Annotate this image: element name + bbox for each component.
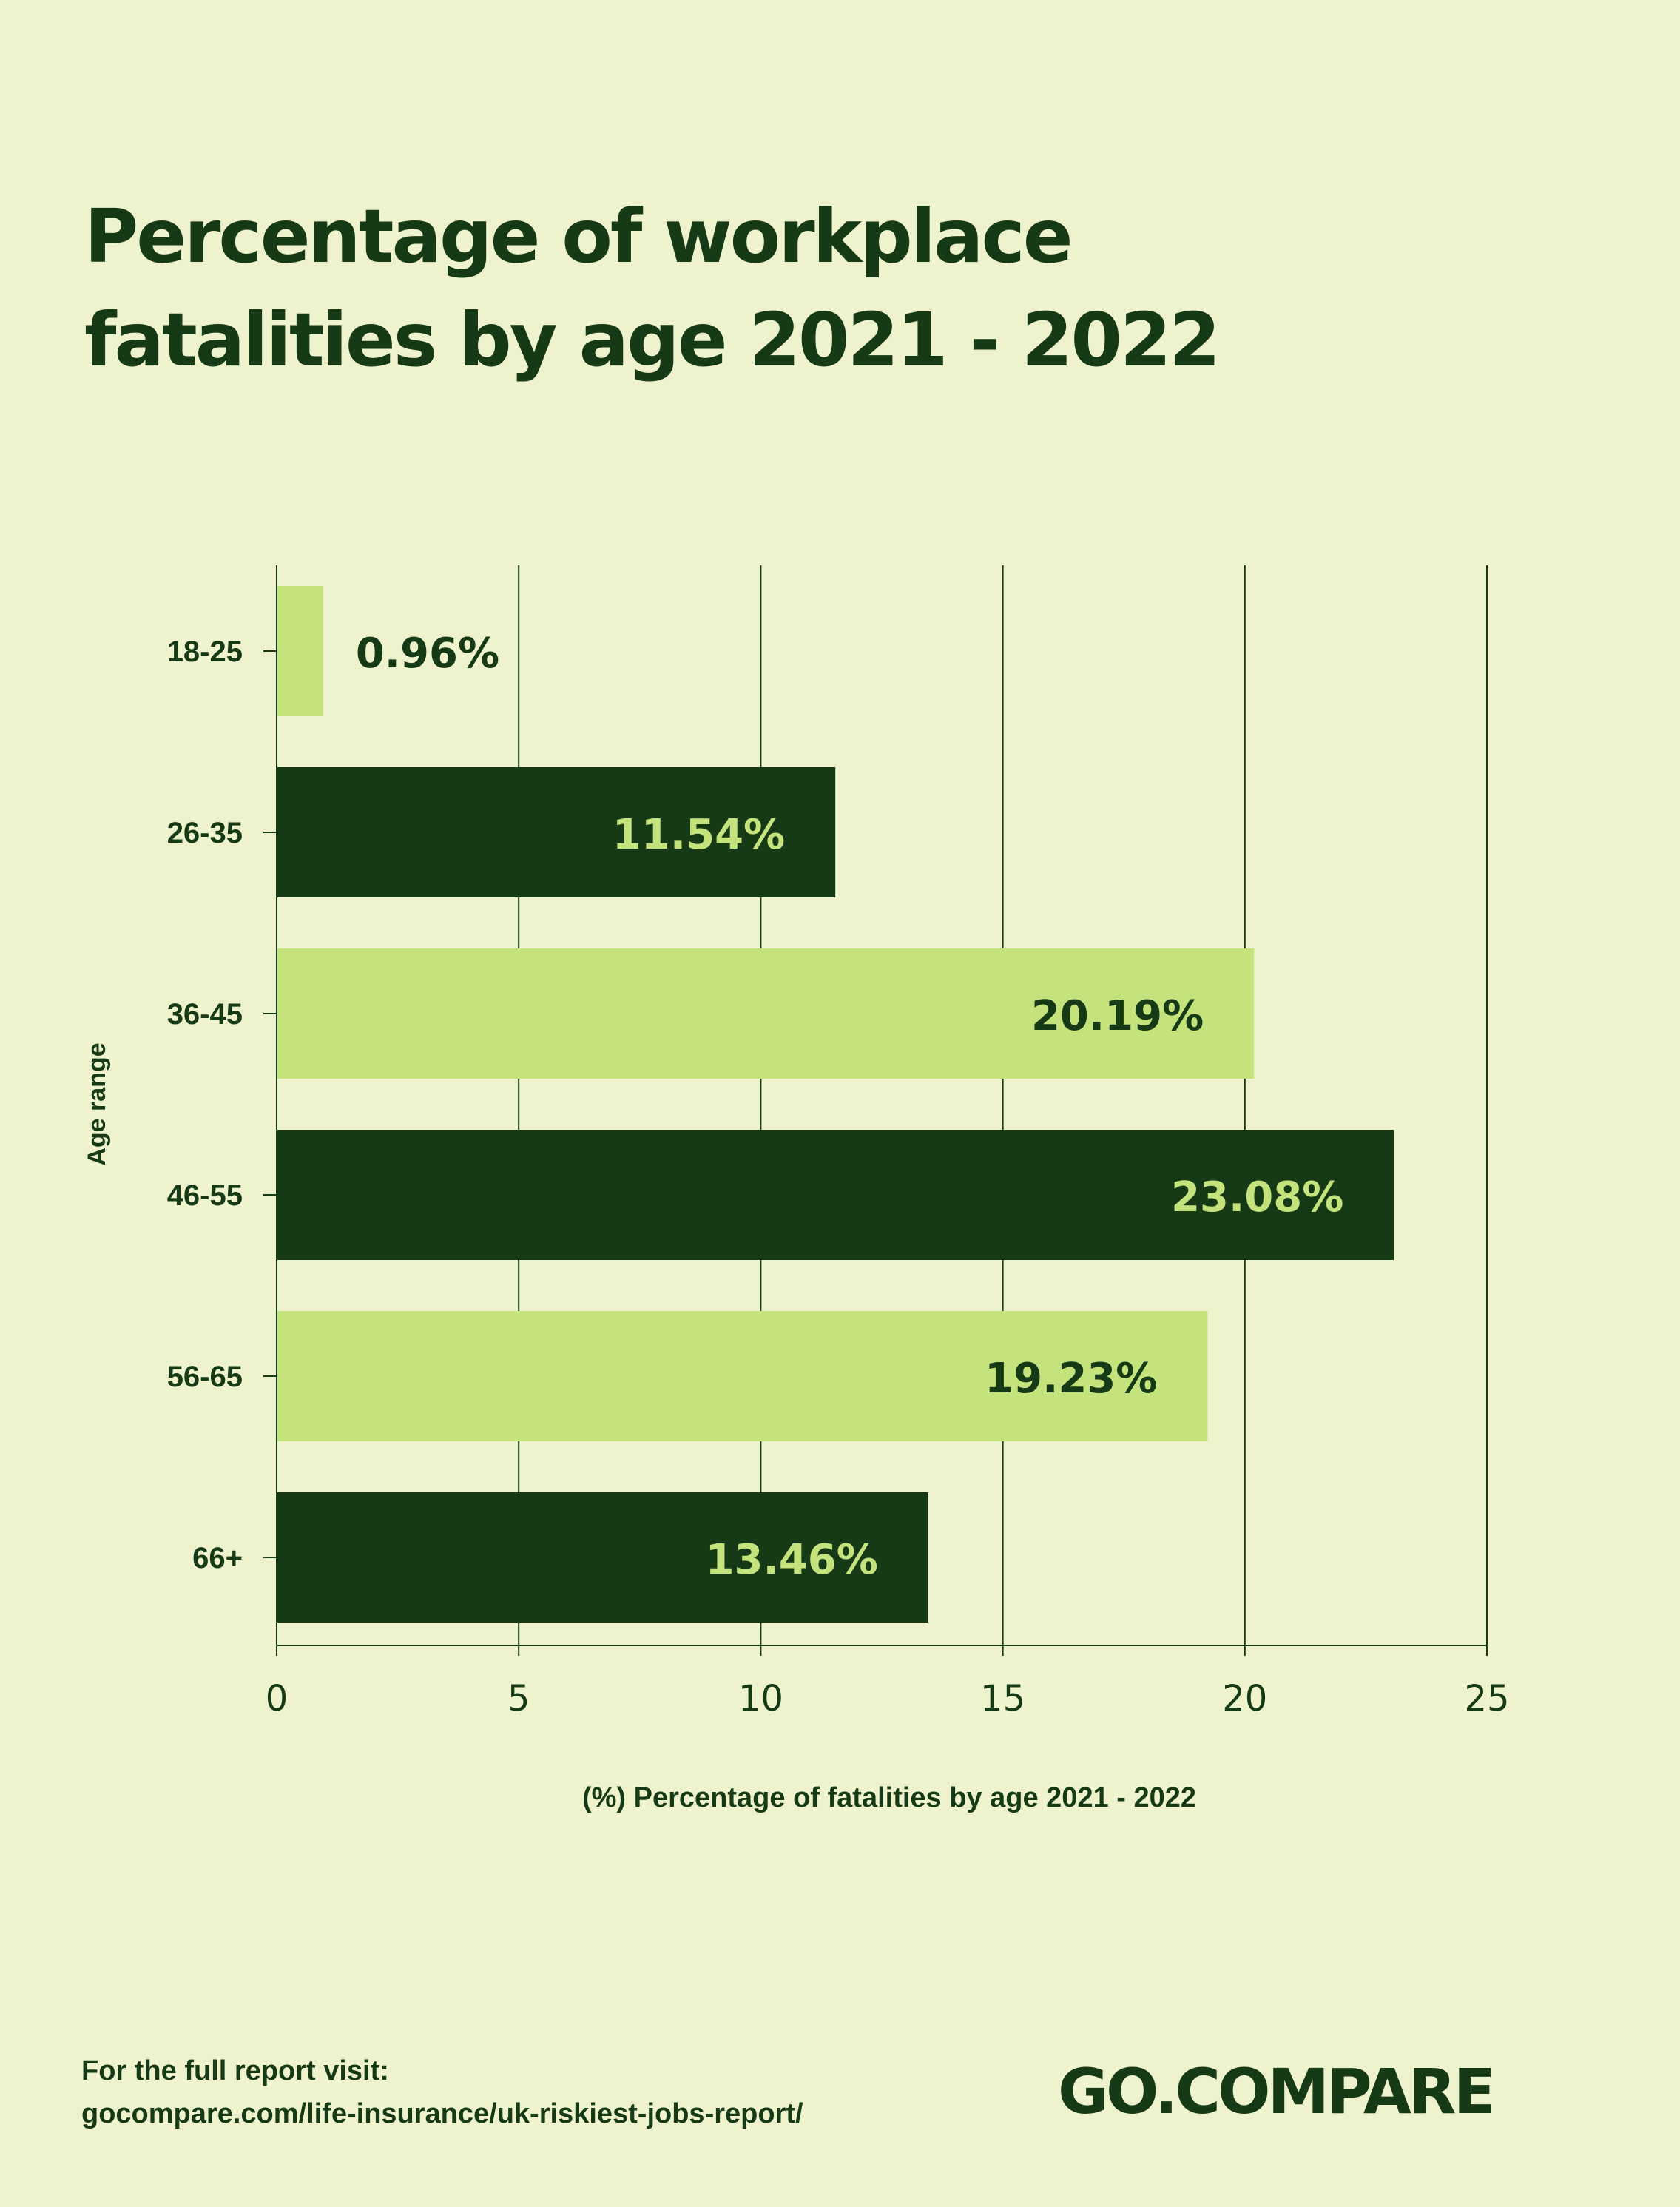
x-axis-title: (%) Percentage of fatalities by age 2021… — [582, 1782, 1196, 1813]
x-tick-label-0: 0 — [266, 1678, 289, 1719]
bar-18-25 — [277, 586, 323, 716]
y-tick-label-18-25: 18-25 — [167, 636, 243, 668]
data-label-56-65: 19.23% — [985, 1355, 1157, 1403]
data-label-36-45: 20.19% — [1031, 992, 1204, 1040]
x-tick-label-25: 25 — [1464, 1678, 1509, 1719]
data-label-46-55: 23.08% — [1171, 1173, 1343, 1222]
bar-66+ — [277, 1492, 928, 1623]
x-tick-label-5: 5 — [507, 1678, 530, 1719]
chart-title: Percentage of workplace fatalities by ag… — [84, 185, 1490, 392]
bar-chart: 18-25 26-35 36-45 46-55 56-65 66+ 0.96% 11.54% 2… — [83, 565, 1510, 1813]
y-tick-label-56-65: 56-65 — [167, 1361, 243, 1393]
bar-56-65 — [277, 1311, 1208, 1441]
y-tick-label-26-35: 26-35 — [167, 817, 243, 849]
bar-36-45 — [277, 948, 1255, 1079]
chart-title-line-1: Percentage of workplace — [84, 193, 1073, 280]
data-label-66+: 13.46% — [706, 1536, 878, 1584]
chart-title-line-2: fatalities by age 2021 - 2022 — [84, 297, 1221, 383]
x-tick-label-10: 10 — [738, 1678, 783, 1719]
y-tick-label-46-55: 46-55 — [167, 1179, 243, 1212]
footer-report-note: For the full report visit: gocompare.com… — [81, 2049, 803, 2135]
bar-26-35 — [277, 767, 836, 897]
y-tick-label-36-45: 36-45 — [167, 998, 243, 1031]
y-tick-label-66+: 66+ — [192, 1542, 243, 1574]
footer-line-1: For the full report visit: — [81, 2055, 389, 2086]
data-label-26-35: 11.54% — [613, 811, 785, 859]
data-label-18-25: 0.96% — [356, 630, 499, 678]
footer-report-link[interactable]: gocompare.com/life-insurance/uk-riskiest… — [81, 2098, 803, 2129]
y-axis-title: Age range — [83, 1042, 111, 1165]
gocompare-logo: GO.COMPARE — [1058, 2055, 1496, 2128]
x-tick-label-20: 20 — [1222, 1678, 1267, 1719]
bar-46-55 — [277, 1130, 1394, 1260]
x-tick-label-15: 15 — [980, 1678, 1025, 1719]
